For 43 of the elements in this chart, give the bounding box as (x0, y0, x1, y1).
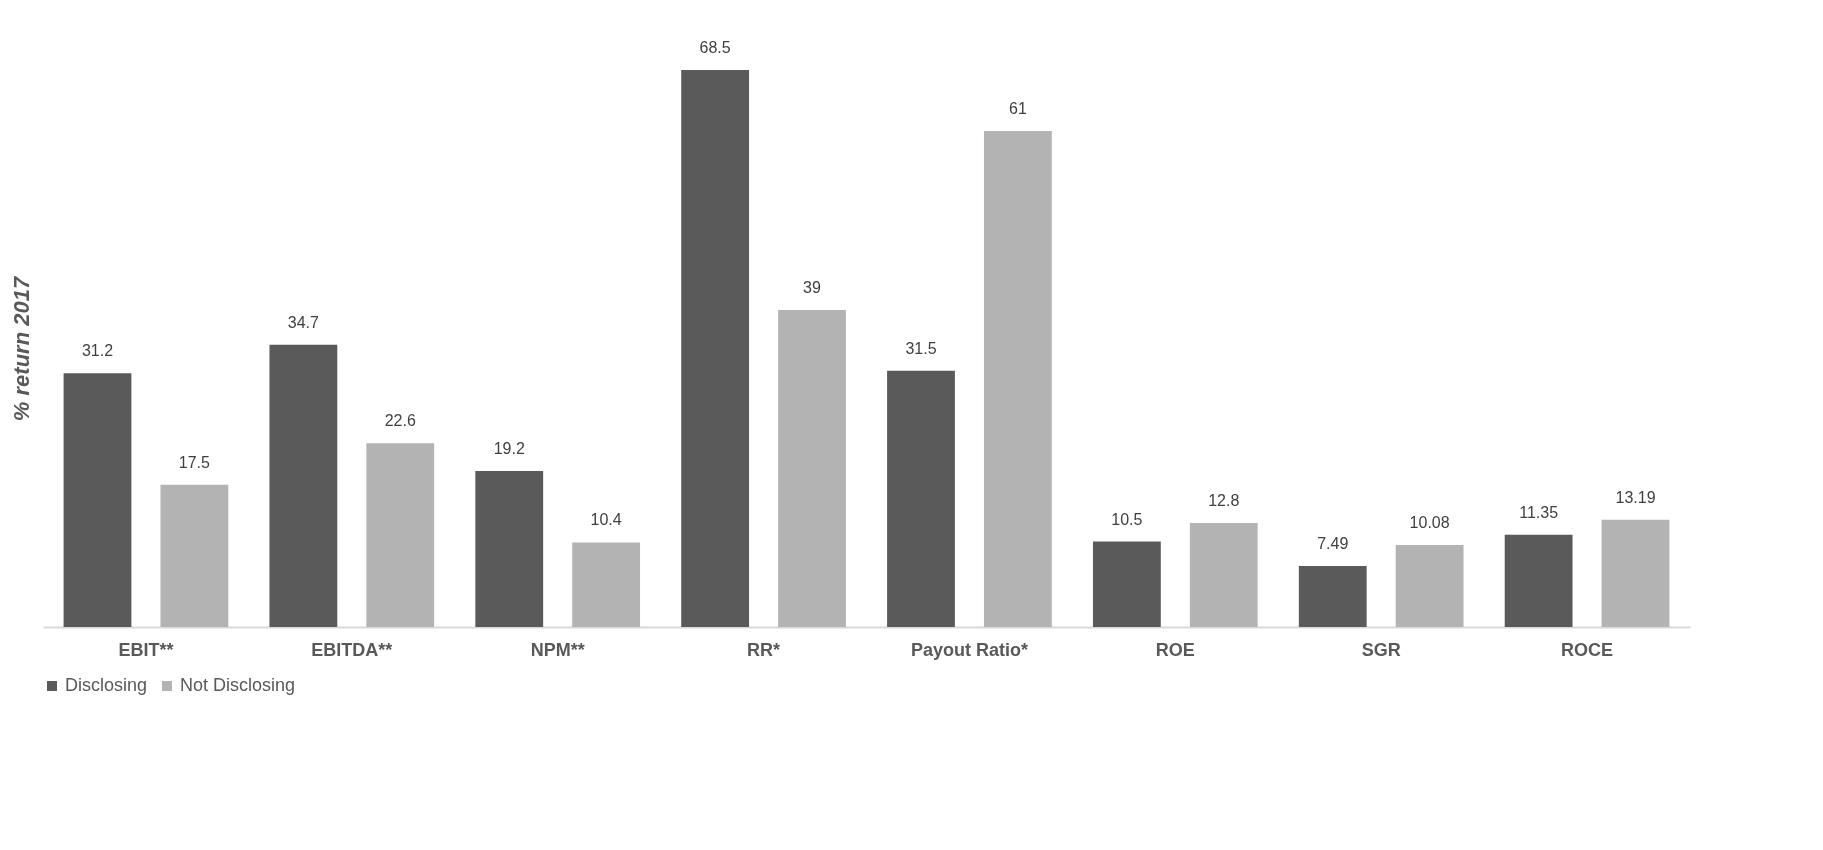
data-label: 34.7 (287, 313, 320, 331)
data-label: 31.5 (905, 339, 937, 357)
data-label: 31.2 (81, 342, 114, 360)
x-tick-label: EBITDA** (311, 639, 393, 660)
y-axis-title: % return 2017 (8, 275, 34, 422)
x-tick-label: ROE (1155, 639, 1195, 660)
data-label: 12.8 (1208, 491, 1240, 509)
bar (1601, 519, 1670, 627)
x-tick-label: ROCE (1561, 639, 1614, 660)
legend-label: Disclosing (65, 675, 148, 695)
data-label: 39 (803, 278, 821, 296)
bar (160, 484, 229, 627)
x-tick-label: SGR (1361, 639, 1401, 660)
bar (1092, 541, 1161, 627)
bar (1298, 566, 1367, 627)
bar (1395, 545, 1464, 627)
data-label: 10.4 (590, 511, 622, 529)
data-label: 10.08 (1409, 514, 1450, 532)
data-label: 7.49 (1317, 535, 1349, 553)
bar (475, 470, 544, 627)
data-label: 13.19 (1615, 488, 1656, 506)
data-label: 68.5 (699, 39, 731, 56)
x-tick-label: NPM** (530, 639, 585, 660)
data-label: 17.5 (178, 453, 211, 471)
x-tick-label: RR* (747, 639, 781, 660)
x-tick-label: EBIT** (118, 639, 174, 660)
data-label: 11.35 (1519, 503, 1559, 521)
bar (887, 370, 955, 627)
x-tick-label: Payout Ratio* (910, 639, 1028, 660)
bar (269, 344, 338, 627)
bar (983, 130, 1052, 627)
bar (1504, 534, 1573, 627)
bar (1189, 522, 1258, 627)
legend-label: Not Disclosing (180, 675, 296, 695)
bar (63, 373, 132, 627)
bar (681, 70, 750, 627)
data-label: 22.6 (384, 412, 416, 430)
bar (778, 309, 846, 627)
data-label: 19.2 (493, 439, 525, 457)
data-label: 61 (1008, 99, 1027, 117)
bar (572, 542, 641, 627)
bar (366, 443, 435, 627)
data-label: 10.5 (1111, 510, 1143, 528)
